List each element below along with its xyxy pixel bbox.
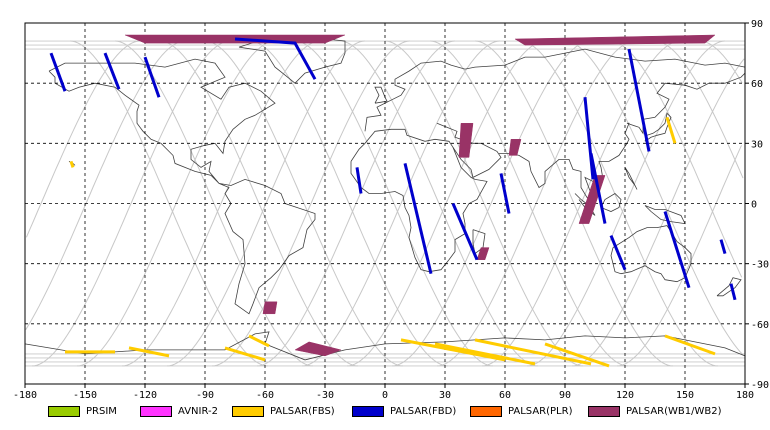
legend-swatch [352,405,384,417]
coastline [364,48,746,132]
wb-swath [262,301,278,315]
legend-label: PRSIM [86,405,117,417]
orbit-path [654,40,744,179]
orbit-path [121,40,321,367]
legend-label: PALSAR(WB1/WB2) [626,405,722,417]
legend-item: PALSAR(FBS) [232,404,335,418]
legend-swatch [470,405,502,417]
orbit-path [564,40,744,356]
y-tick-label: -30 [751,260,769,271]
y-tick-label: 30 [751,139,763,150]
fbd-swath [627,48,651,152]
legend-item: PRSIM [48,404,117,418]
coastline [374,86,388,104]
x-tick-label: -120 [133,390,157,401]
fbd-swath [583,97,595,180]
graticule [25,23,745,384]
coastline [436,122,502,178]
legend: PRSIM AVNIR-2 PALSAR(FBS) PALSAR(FBD) PALSAR… [0,398,770,426]
fbs-swath [69,160,75,168]
fbd-swath [103,52,121,90]
fbs-swath [544,342,610,368]
coastline [499,72,746,203]
orbit-path [211,40,411,367]
x-tick-label: -180 [13,390,37,401]
wb-swath [294,341,342,357]
fbd-swath [719,239,727,255]
coastlines [24,36,746,361]
legend-item: PALSAR(PLR) [470,404,572,418]
fbs-swath [224,346,266,362]
coastline [472,229,486,255]
fbd-swath [451,202,479,261]
fbs-swath [400,338,506,362]
fbd-swath [499,173,511,214]
fbd-swath [403,163,433,275]
fbs-swath [474,338,592,366]
legend-swatch [48,405,80,417]
x-tick-label: 120 [616,390,634,401]
wb-swath [514,34,716,46]
y-tick-label: 0 [751,200,757,211]
legend-label: AVNIR-2 [178,405,218,417]
fbd-swath [49,52,67,92]
coastline [48,58,316,315]
legend-label: PALSAR(FBD) [390,405,457,417]
fbd-swath [143,56,161,98]
wb-swath [458,123,474,158]
x-tick-label: -30 [316,390,334,401]
legend-item: AVNIR-2 [140,404,218,418]
legend-item: PALSAR(FBD) [352,404,456,418]
wb-swath [476,247,490,260]
x-tick-label: -90 [196,390,214,401]
fbs-swath [664,334,716,356]
x-tick-label: 0 [382,390,388,401]
fbs-swath [248,334,270,348]
acquisition-tracks [49,34,737,368]
y-tick-label: 60 [751,79,763,90]
x-tick-label: 30 [439,390,451,401]
orbit-path [301,40,501,367]
latitude-ticks: 90 60 30 0 -30 -60 -90 [745,19,769,391]
fbs-swath [128,346,170,358]
y-tick-label: -90 [751,380,769,391]
legend-label: PALSAR(FBS) [270,405,335,417]
fbs-swath [665,116,677,144]
y-tick-label: 90 [751,19,763,30]
x-tick-label: -60 [256,390,274,401]
orbit-path [25,40,141,238]
orbit-path [481,40,681,367]
legend-swatch [232,405,264,417]
longitude-ticks: -180 -150 -120 -90 -60 -30 0 30 60 90 120 150 180 [13,384,754,401]
fbd-swath [589,153,607,224]
fbd-swath [663,211,691,289]
coastline [600,192,622,212]
fbd-swath [355,167,363,194]
wb-swath [508,139,522,156]
legend-label: PALSAR(PLR) [508,405,573,417]
coastline [624,167,638,190]
coastline [24,331,746,361]
orbit-path [571,58,745,367]
coastline [644,112,672,142]
orbit-path [31,40,231,367]
fbs-swath [434,342,536,366]
x-tick-label: 150 [676,390,694,401]
x-tick-label: 180 [736,390,754,401]
y-tick-label: -60 [751,320,769,331]
fbd-swath [729,283,737,301]
fbd-swath [234,37,317,80]
x-tick-label: 60 [499,390,511,401]
legend-swatch [140,405,172,417]
legend-swatch [588,405,620,417]
fbd-swath [609,235,627,271]
x-tick-label: -150 [73,390,97,401]
coastline [610,225,692,283]
orbit-path [25,40,186,330]
x-tick-label: 90 [559,390,571,401]
legend-item: PALSAR(WB1/WB2) [588,404,722,418]
